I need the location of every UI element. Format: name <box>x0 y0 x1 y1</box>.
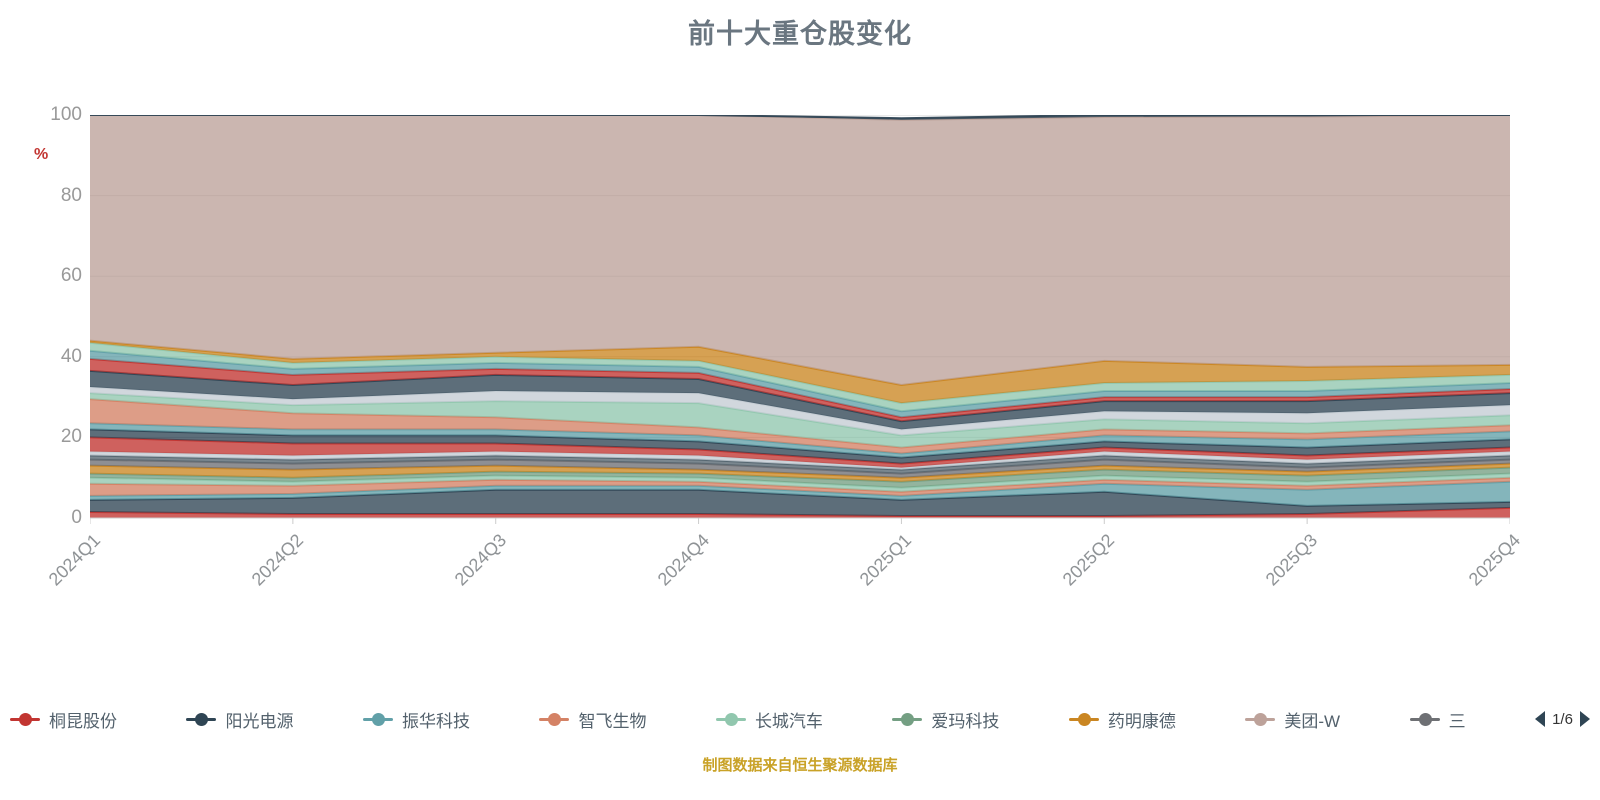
legend-marker-icon <box>1245 712 1276 726</box>
page-title: 前十大重仓股变化 <box>688 19 912 49</box>
series-line-14 <box>90 392 1510 437</box>
area-series-19[interactable] <box>90 342 1510 412</box>
legend-item[interactable]: 三 <box>1409 707 1466 732</box>
area-series-11[interactable] <box>90 429 1510 464</box>
legend-item[interactable]: 长城汽车 <box>715 707 823 732</box>
legend-marker-icon <box>10 712 40 726</box>
y-axis-label: 60 <box>60 265 82 287</box>
legend-label: 振华科技 <box>401 711 470 731</box>
legend-label: 阳光电源 <box>225 711 294 731</box>
y-axis-label: 0 <box>71 507 82 528</box>
legend-prev-icon[interactable] <box>1535 711 1546 727</box>
legend-label: 长城汽车 <box>754 711 823 731</box>
legend-item[interactable]: 美团-W <box>1245 707 1340 732</box>
y-axis-label: 100 <box>50 104 82 125</box>
area-series-12[interactable] <box>90 423 1510 458</box>
x-axis-label: 2025Q4 <box>1464 530 1525 590</box>
series-line-1 <box>90 488 1510 507</box>
legend-item[interactable]: 药明康德 <box>1068 707 1176 732</box>
area-series-21[interactable] <box>90 115 1510 386</box>
x-axis-label: 2024Q1 <box>44 530 105 590</box>
area-series-10[interactable] <box>90 437 1510 468</box>
legend-item[interactable]: 智飞生物 <box>539 707 646 732</box>
area-series-6[interactable] <box>90 463 1510 482</box>
legend-label: 智飞生物 <box>578 711 647 731</box>
area-series-4[interactable] <box>90 473 1510 492</box>
series-line-9 <box>90 450 1510 469</box>
area-series-17[interactable] <box>90 358 1510 422</box>
legend-marker-icon <box>1409 712 1440 726</box>
stacked-area-chart <box>90 115 1510 524</box>
legend-page-indicator: 1/6 <box>1552 710 1573 728</box>
legend-item[interactable]: 阳光电源 <box>186 707 293 732</box>
legend-marker-icon <box>362 712 393 726</box>
legend-item[interactable]: 振华科技 <box>362 707 470 732</box>
y-axis-label: 20 <box>60 426 82 448</box>
area-series-18[interactable] <box>90 350 1510 418</box>
legend: 桐昆股份 阳光电源 振华科技 智飞生物 长城汽车 爱玛科技 药明康德 美团-W 三 1/6 <box>10 702 1590 736</box>
legend-pager: 1/6 <box>1535 711 1590 728</box>
legend-marker-icon <box>892 712 923 726</box>
legend-marker-icon <box>186 712 217 726</box>
area-series-1[interactable] <box>90 489 1510 516</box>
y-axis-unit-label: % <box>34 146 49 163</box>
x-axis-label: 2024Q4 <box>653 530 713 590</box>
legend-next-icon[interactable] <box>1579 711 1590 727</box>
legend-marker-icon <box>539 712 570 726</box>
legend-item[interactable]: 爱玛科技 <box>892 707 999 732</box>
x-axis-label: 2025Q3 <box>1261 530 1322 590</box>
x-axis-label: 2025Q2 <box>1058 530 1119 590</box>
x-axis-label: 2025Q1 <box>856 530 916 590</box>
legend-label: 美团-W <box>1284 711 1341 731</box>
legend-label: 桐昆股份 <box>49 711 117 731</box>
legend-marker-icon <box>1068 712 1099 726</box>
series-line-22 <box>90 115 1510 120</box>
area-series-9[interactable] <box>90 451 1510 470</box>
legend-label: 三 <box>1448 711 1466 731</box>
area-series-20[interactable] <box>90 340 1510 404</box>
data-source-note: 制图数据来自恒生聚源数据库 <box>702 757 898 774</box>
legend-label: 药明康德 <box>1107 711 1176 731</box>
y-axis-label: 80 <box>60 184 82 206</box>
area-series-13[interactable] <box>90 399 1510 454</box>
x-axis-label: 2024Q3 <box>450 530 510 590</box>
legend-label: 爱玛科技 <box>931 711 1000 731</box>
legend-marker-icon <box>715 712 746 726</box>
legend-item[interactable]: 桐昆股份 <box>10 707 117 732</box>
y-axis-label: 40 <box>60 345 82 367</box>
x-axis-label: 2024Q2 <box>247 530 307 590</box>
